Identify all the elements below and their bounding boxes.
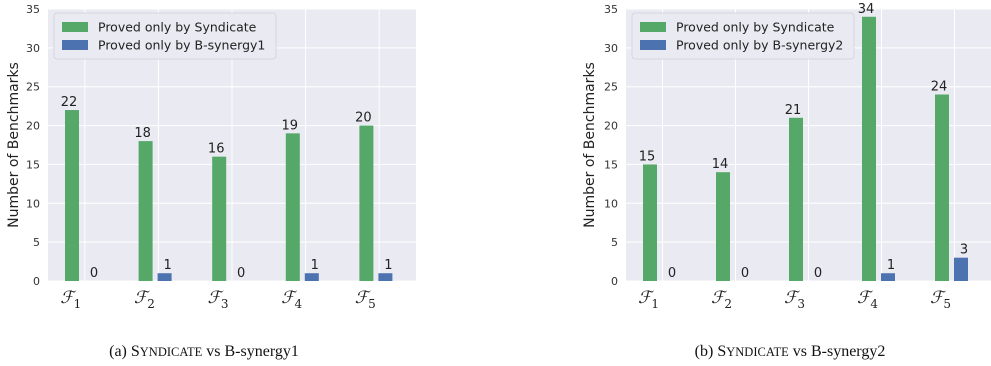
bar-bsynergy	[304, 273, 319, 281]
x-tick-label: ℱ1	[638, 288, 659, 311]
bar-syndicate	[643, 164, 657, 281]
bar-bsynergy	[157, 273, 172, 281]
data-label: 16	[208, 142, 225, 157]
legend: Proved only by Syndicate Proved only by B…	[631, 12, 855, 60]
legend-box	[631, 12, 855, 60]
data-label: 24	[931, 79, 948, 94]
x-tick-label: ℱ3	[207, 288, 228, 311]
x-tick-label: ℱ4	[281, 288, 302, 311]
figure-caption: (a) SYNDICATE vs B-synergy1	[109, 343, 299, 360]
data-label: 0	[668, 266, 676, 281]
y-tick-label: 30	[26, 42, 40, 55]
data-label: 21	[785, 103, 802, 118]
data-label: 1	[887, 258, 895, 273]
x-tick-label: ℱ2	[134, 288, 155, 311]
bar-syndicate	[935, 94, 949, 281]
y-axis-label: Number of Benchmarks	[6, 62, 22, 228]
y-tick-label: 35	[604, 3, 618, 16]
data-label: 1	[384, 258, 392, 273]
bar-syndicate	[359, 125, 374, 281]
data-label: 15	[639, 149, 656, 164]
figure-caption: (b) SYNDICATE vs B-synergy2	[695, 343, 886, 360]
bar-bsynergy	[378, 273, 393, 281]
chart-panel-2: 0 5 10 15 20 25 30 35 15 14 21 34 24 0 0 0 1 3 ℱ1 ℱ2 ℱ3 ℱ4 ℱ5 N…	[582, 2, 991, 360]
data-label: 1	[311, 258, 319, 273]
legend: Proved only by Syndicate Proved only by B…	[53, 12, 277, 60]
y-tick-label: 5	[33, 236, 40, 249]
data-label: 0	[237, 266, 245, 281]
y-tick-label: 10	[604, 197, 618, 210]
bar-syndicate	[138, 141, 153, 281]
data-label: 3	[960, 243, 968, 258]
bar-syndicate	[789, 117, 803, 281]
y-tick-label: 25	[604, 81, 618, 94]
y-tick-label: 0	[611, 275, 618, 288]
y-tick-label: 15	[26, 158, 40, 171]
legend-swatch	[640, 22, 666, 32]
data-label: 1	[163, 258, 171, 273]
data-label: 14	[712, 157, 729, 172]
legend-entry: Proved only by Syndicate	[676, 20, 835, 35]
y-tick-label: 5	[611, 236, 618, 249]
y-tick-label: 20	[604, 120, 618, 133]
legend-entry: Proved only by Syndicate	[98, 20, 257, 35]
data-label: 19	[282, 118, 299, 133]
bar-bsynergy	[881, 273, 895, 281]
y-tick-label: 35	[26, 3, 40, 16]
data-label: 0	[741, 266, 749, 281]
data-label: 34	[858, 2, 875, 17]
legend-swatch	[640, 40, 666, 50]
y-tick-label: 20	[26, 120, 40, 133]
bar-bsynergy	[954, 257, 968, 281]
data-label: 0	[814, 266, 822, 281]
data-label: 20	[355, 111, 372, 126]
y-tick-label: 25	[26, 81, 40, 94]
y-tick-label: 15	[604, 158, 618, 171]
bar-syndicate	[65, 110, 79, 282]
y-axis-label: Number of Benchmarks	[582, 62, 598, 228]
x-tick-label: ℱ4	[857, 288, 878, 311]
bar-syndicate	[716, 172, 730, 281]
bar-syndicate	[212, 156, 227, 281]
x-tick-label: ℱ5	[355, 288, 376, 311]
legend-swatch	[62, 40, 88, 50]
y-tick-label: 10	[26, 197, 40, 210]
y-tick-label: 0	[33, 275, 40, 288]
legend-entry: Proved only by B-synergy1	[98, 38, 265, 53]
legend-entry: Proved only by B-synergy2	[676, 38, 843, 53]
x-tick-label: ℱ3	[784, 288, 805, 311]
data-label: 0	[90, 266, 98, 281]
legend-box	[53, 12, 277, 60]
data-label: 22	[61, 95, 78, 110]
x-tick-label: ℱ2	[711, 288, 732, 311]
legend-swatch	[62, 22, 88, 32]
x-tick-label: ℱ5	[930, 288, 951, 311]
y-tick-label: 30	[604, 42, 618, 55]
bar-syndicate	[285, 133, 300, 281]
x-tick-label: ℱ1	[60, 288, 81, 311]
data-label: 18	[134, 126, 151, 141]
bar-syndicate	[862, 16, 876, 282]
